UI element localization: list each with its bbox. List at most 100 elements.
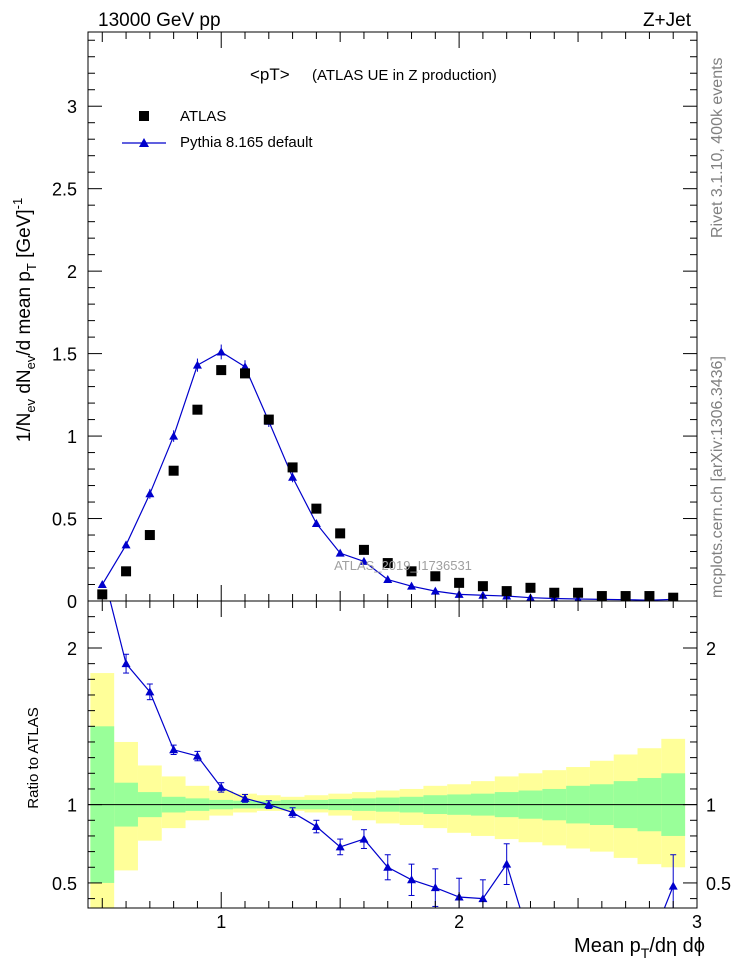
x-axis-label: Mean pT/dη dϕ — [574, 935, 705, 961]
data-point-atlas — [240, 368, 251, 379]
ratio-y-tick-label-right: 1 — [706, 796, 716, 816]
mc-point-ratio — [264, 800, 274, 809]
main-y-tick-label: 2.5 — [52, 180, 77, 200]
legend-mc-marker — [139, 138, 149, 147]
ratio-content — [88, 565, 697, 949]
legend-data-marker — [139, 111, 149, 121]
mc-point-ratio — [668, 881, 678, 890]
mc-point-main — [430, 586, 440, 595]
y-label-part-3: dN — [14, 369, 35, 399]
ratio-y-tick-label-right: 0.5 — [706, 874, 731, 894]
legend-mc-label: Pythia 8.165 default — [180, 134, 313, 151]
mc-point-ratio — [240, 793, 250, 802]
data-point-atlas — [501, 586, 512, 597]
mc-point-ratio — [383, 862, 393, 871]
mc-point-main — [311, 518, 321, 527]
mc-point-ratio — [145, 687, 155, 696]
data-point-atlas — [216, 365, 227, 376]
x-tick-label: 2 — [454, 912, 464, 932]
data-point-atlas — [311, 503, 322, 514]
mc-point-main — [97, 580, 107, 589]
mc-point-main — [169, 431, 179, 440]
mc-point-ratio — [121, 659, 131, 668]
data-point-atlas — [382, 558, 393, 569]
mc-point-main — [240, 362, 250, 371]
mc-point-ratio — [502, 859, 512, 868]
mc-point-main — [407, 581, 417, 590]
data-point-atlas — [549, 587, 560, 598]
y-label-part-7: [GeV] — [14, 209, 35, 263]
header-energy: 13000 GeV pp — [98, 10, 221, 31]
data-point-atlas — [477, 581, 488, 592]
mc-point-main — [216, 347, 226, 356]
header-process: Z+Jet — [643, 10, 692, 31]
y-axis-label-ratio: Ratio to ATLAS — [25, 707, 42, 808]
data-point-atlas — [454, 577, 465, 588]
mc-point-main — [192, 360, 202, 369]
mcplots-label: mcplots.cern.ch [arXiv:1306.3436] — [709, 356, 726, 598]
data-point-atlas — [121, 566, 132, 577]
mc-point-main — [145, 489, 155, 498]
main-plot: 0 0.5 1 1.5 2 2.5 3 — [52, 31, 698, 612]
main-y-tick-label: 0.5 — [52, 510, 77, 530]
mc-point-ratio — [288, 807, 298, 816]
mc-point-ratio — [526, 938, 535, 946]
data-point-atlas — [192, 404, 203, 415]
main-y-tick-label: 1.5 — [52, 345, 77, 365]
data-point-atlas — [335, 528, 346, 539]
data-point-atlas — [144, 530, 155, 541]
mc-point-ratio — [169, 745, 179, 754]
y-label-part-4: ev — [23, 355, 38, 369]
mc-point-ratio — [430, 883, 440, 892]
mc-point-main — [121, 540, 131, 549]
y-axis-label-main: 1/Nev dNev/d mean pT [GeV]-1 — [10, 198, 39, 443]
mc-point-ratio — [192, 751, 202, 760]
data-point-atlas — [287, 462, 298, 473]
plot-title: <pT> — [250, 65, 290, 84]
ratio-y-tick-label-right: 2 — [706, 639, 716, 659]
y-label-part-5: /d mean p — [14, 271, 35, 356]
x-label-part-2: T — [641, 945, 650, 961]
mc-point-ratio — [478, 894, 488, 903]
x-tick-label: 1 — [216, 912, 226, 932]
data-point-atlas — [263, 414, 274, 425]
mc-point-main — [288, 472, 298, 481]
main-y-tick-label: 1 — [67, 427, 77, 447]
plot-subtitle: (ATLAS UE in Z production) — [312, 67, 497, 84]
main-y-tick-label: 0 — [67, 592, 77, 612]
data-point-atlas — [168, 465, 179, 476]
data-point-atlas — [525, 582, 536, 593]
mc-line-ratio — [109, 601, 674, 908]
mc-point-ratio — [407, 875, 417, 884]
data-point-atlas — [430, 571, 441, 582]
mc-point-ratio — [98, 565, 107, 573]
mc-point-ratio — [550, 941, 559, 949]
legend: ATLAS Pythia 8.165 default — [122, 108, 313, 151]
mc-point-ratio — [335, 842, 345, 851]
main-y-tick-label: 2 — [67, 262, 77, 282]
mc-point-ratio — [359, 834, 369, 843]
ratio-y-tick-label-left: 0.5 — [52, 874, 77, 894]
ratio-y-tick-label-left: 2 — [67, 639, 77, 659]
ratio-y-tick-label-left: 1 — [67, 796, 77, 816]
y-label-part-2: ev — [23, 398, 38, 412]
main-y-tick-label: 3 — [67, 97, 77, 117]
ratio-frame — [87, 600, 698, 909]
data-point-atlas — [358, 544, 369, 555]
data-point-atlas — [406, 566, 417, 577]
ratio-plot: 0.5 0.5 1 1 2 2 1 2 3 — [52, 565, 731, 949]
mc-point-ratio — [311, 822, 321, 831]
watermark: ATLAS_2019_I1736531 — [334, 558, 472, 573]
x-tick-label: 3 — [692, 912, 702, 932]
mc-point-ratio — [216, 782, 226, 791]
mc-point-main — [383, 575, 393, 584]
y-label-part-6: T — [24, 263, 39, 271]
rivet-label: Rivet 3.1.10, 400k events — [709, 57, 726, 238]
y-label-part-8: -1 — [10, 198, 25, 210]
mc-point-main — [359, 556, 369, 565]
x-label-part-1: Mean p — [574, 935, 641, 957]
legend-data-label: ATLAS — [180, 108, 226, 125]
y-label-part-1: 1/N — [14, 413, 35, 443]
x-label-part-3: /dη dϕ — [649, 935, 705, 957]
